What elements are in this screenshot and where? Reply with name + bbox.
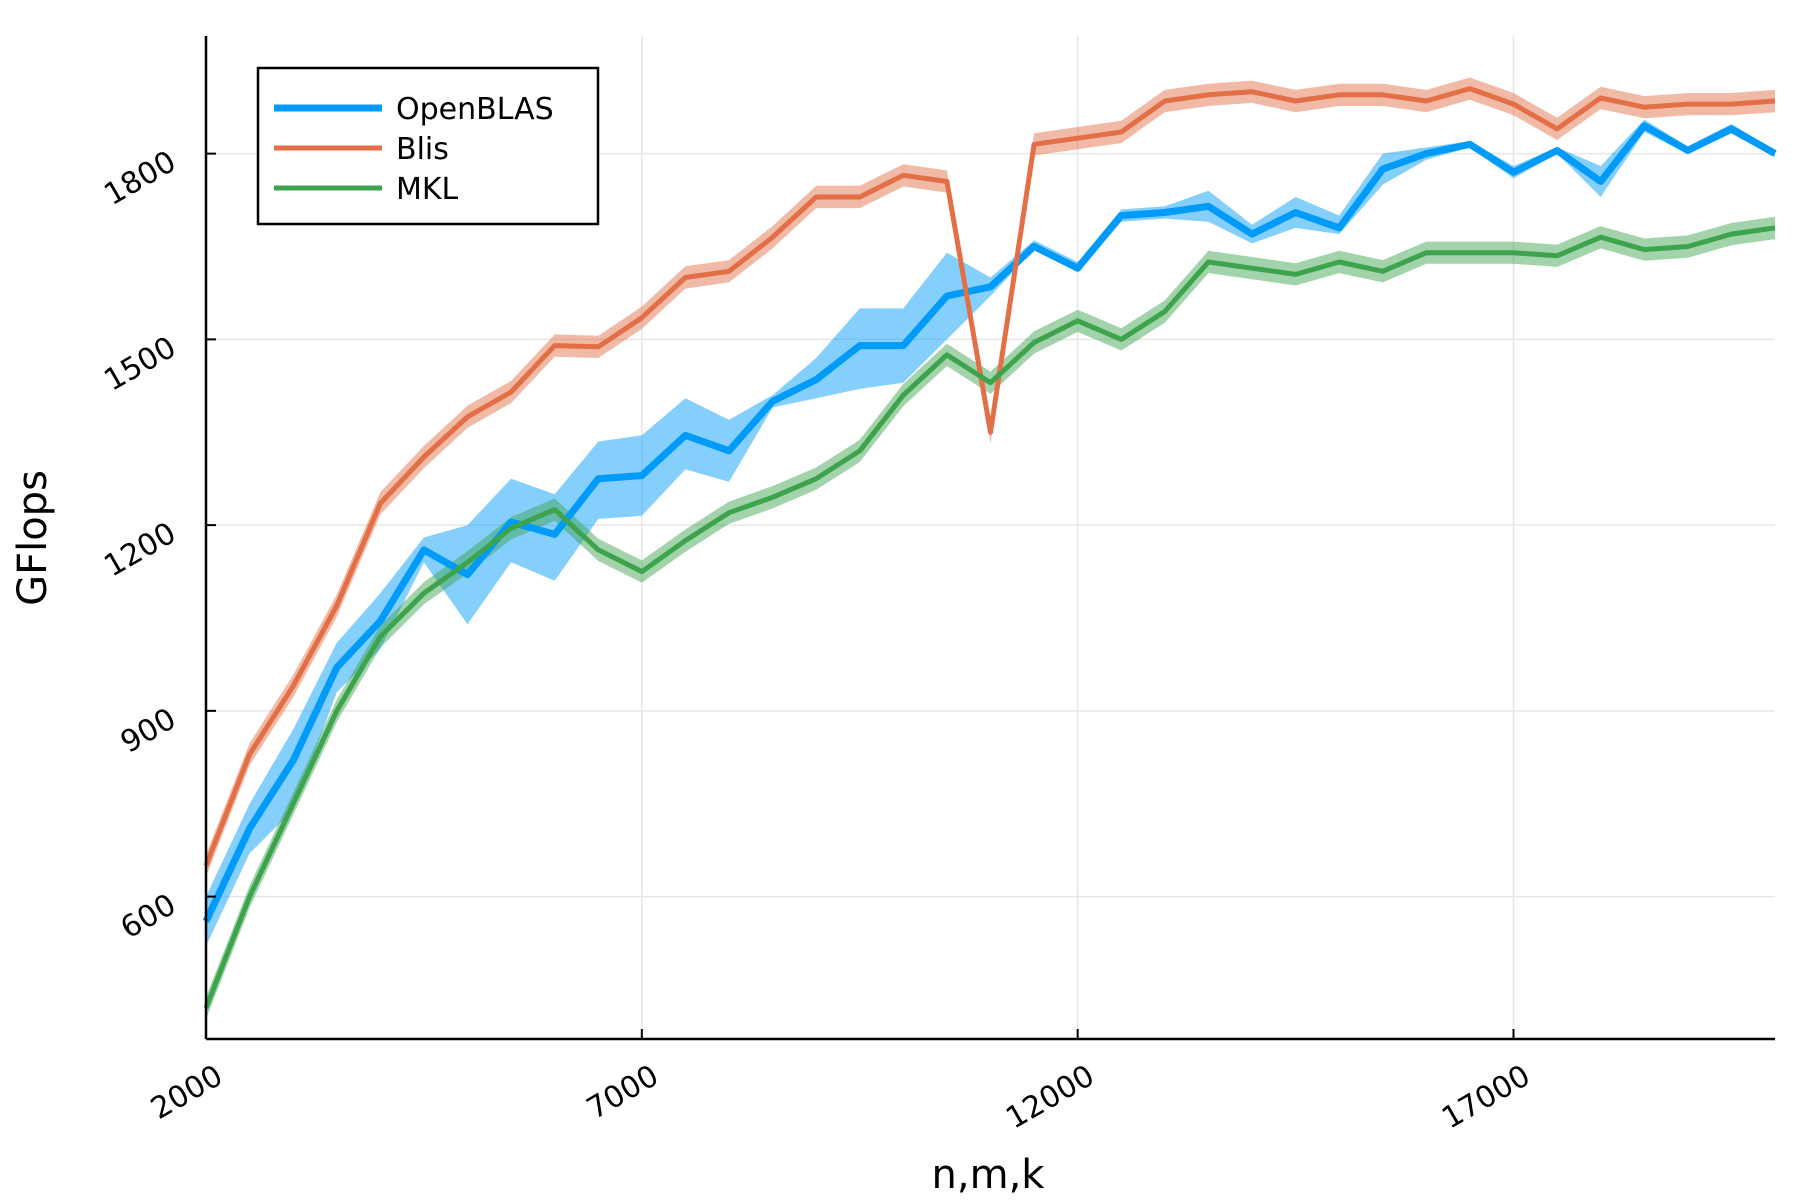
x-tick-label: 2000 bbox=[145, 1058, 229, 1126]
y-tick-label: 600 bbox=[115, 887, 182, 946]
x-tick-label: 17000 bbox=[1436, 1058, 1536, 1136]
x-tick-label: 7000 bbox=[581, 1058, 665, 1126]
x-tick-label: 12000 bbox=[1000, 1058, 1100, 1136]
grid bbox=[205, 36, 1775, 1039]
series-lines bbox=[202, 86, 1777, 1009]
blis-legend-label: Blis bbox=[396, 132, 449, 167]
mkl-legend-label: MKL bbox=[396, 172, 459, 207]
openblas-line bbox=[202, 122, 1777, 923]
y-tick-label: 1800 bbox=[98, 144, 182, 212]
legend: OpenBLAS Blis MKL bbox=[256, 66, 600, 226]
mkl-line bbox=[203, 225, 1776, 1009]
y-tick-label: 900 bbox=[115, 701, 182, 760]
x-axis-title: n,m,k bbox=[932, 1152, 1046, 1198]
y-tick-label: 1500 bbox=[98, 330, 182, 398]
openblas-legend-label: OpenBLAS bbox=[396, 92, 554, 127]
y-tick-label: 1200 bbox=[98, 516, 182, 584]
mkl-band bbox=[206, 216, 1775, 1020]
y-axis-title: GFlops bbox=[10, 470, 56, 606]
blis-line bbox=[203, 86, 1776, 867]
axes bbox=[204, 36, 1775, 1041]
